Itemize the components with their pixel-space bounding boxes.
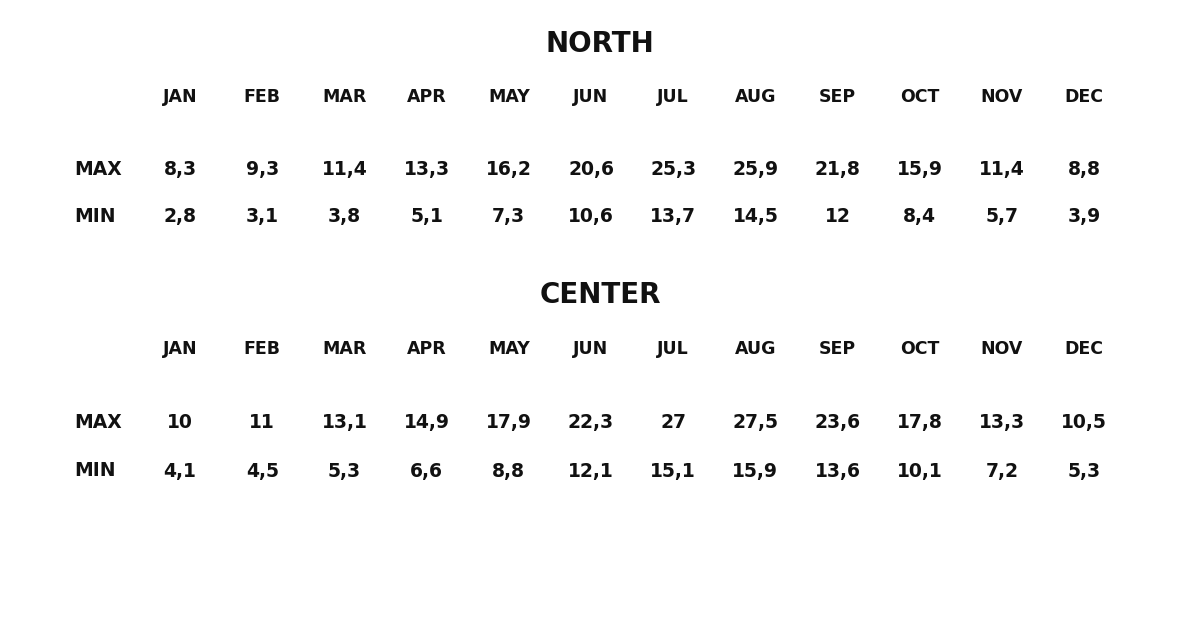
Text: 13,3: 13,3 <box>403 160 450 179</box>
Text: FEB: FEB <box>244 340 281 357</box>
Text: MAX: MAX <box>74 413 122 432</box>
Text: 27: 27 <box>660 413 686 432</box>
Text: OCT: OCT <box>900 340 940 357</box>
Text: 20,6: 20,6 <box>568 160 614 179</box>
Text: 8,8: 8,8 <box>1068 160 1100 179</box>
Text: DEC: DEC <box>1064 340 1104 357</box>
Text: 5,3: 5,3 <box>328 462 361 480</box>
Text: 7,3: 7,3 <box>492 207 526 226</box>
Text: JAN: JAN <box>163 340 197 357</box>
Text: OCT: OCT <box>900 89 940 106</box>
Text: 13,1: 13,1 <box>322 413 367 432</box>
Text: APR: APR <box>407 340 446 357</box>
Text: 15,1: 15,1 <box>650 462 696 480</box>
Text: MAY: MAY <box>488 340 529 357</box>
Text: 8,3: 8,3 <box>163 160 197 179</box>
Text: JUN: JUN <box>574 340 608 357</box>
Text: NOV: NOV <box>980 340 1024 357</box>
Text: 15,9: 15,9 <box>896 160 943 179</box>
Text: MIN: MIN <box>74 207 116 226</box>
Text: 6,6: 6,6 <box>410 462 443 480</box>
Text: 8,8: 8,8 <box>492 462 526 480</box>
Text: MAR: MAR <box>323 340 366 357</box>
Text: 13,6: 13,6 <box>815 462 860 480</box>
Text: 10,1: 10,1 <box>896 462 943 480</box>
Text: MAX: MAX <box>74 160 122 179</box>
Text: JAN: JAN <box>163 89 197 106</box>
Text: SEP: SEP <box>820 340 856 357</box>
Text: 5,3: 5,3 <box>1068 462 1100 480</box>
Text: 12,1: 12,1 <box>568 462 614 480</box>
Text: 11: 11 <box>250 413 275 432</box>
Text: JUN: JUN <box>574 89 608 106</box>
Text: 3,8: 3,8 <box>328 207 361 226</box>
Text: 15,9: 15,9 <box>732 462 779 480</box>
Text: 5,7: 5,7 <box>985 207 1019 226</box>
Text: 13,7: 13,7 <box>650 207 696 226</box>
Text: MAR: MAR <box>323 89 366 106</box>
Text: MIN: MIN <box>74 462 116 480</box>
Text: 5,1: 5,1 <box>410 207 443 226</box>
Text: 14,9: 14,9 <box>403 413 450 432</box>
Text: 14,5: 14,5 <box>732 207 779 226</box>
Text: 17,8: 17,8 <box>896 413 943 432</box>
Text: 22,3: 22,3 <box>568 413 614 432</box>
Text: DEC: DEC <box>1064 89 1104 106</box>
Text: 10,5: 10,5 <box>1061 413 1108 432</box>
Text: 11,4: 11,4 <box>979 160 1025 179</box>
Text: 2,8: 2,8 <box>163 207 197 226</box>
Text: 3,1: 3,1 <box>246 207 278 226</box>
Text: 7,2: 7,2 <box>985 462 1019 480</box>
Text: 16,2: 16,2 <box>486 160 532 179</box>
Text: 3,9: 3,9 <box>1068 207 1100 226</box>
Text: JUL: JUL <box>658 340 689 357</box>
Text: SEP: SEP <box>820 89 856 106</box>
Text: 25,3: 25,3 <box>650 160 696 179</box>
Text: 23,6: 23,6 <box>815 413 860 432</box>
Text: JUL: JUL <box>658 89 689 106</box>
Text: 25,9: 25,9 <box>732 160 779 179</box>
Text: 12: 12 <box>824 207 851 226</box>
Text: AUG: AUG <box>734 89 776 106</box>
Text: NORTH: NORTH <box>546 30 654 58</box>
Text: 27,5: 27,5 <box>732 413 779 432</box>
Text: 17,9: 17,9 <box>486 413 532 432</box>
Text: APR: APR <box>407 89 446 106</box>
Text: 9,3: 9,3 <box>246 160 278 179</box>
Text: NOV: NOV <box>980 89 1024 106</box>
Text: 4,1: 4,1 <box>163 462 197 480</box>
Text: 4,5: 4,5 <box>246 462 278 480</box>
Text: CENTER: CENTER <box>539 281 661 309</box>
Text: 21,8: 21,8 <box>815 160 860 179</box>
Text: 8,4: 8,4 <box>904 207 936 226</box>
Text: FEB: FEB <box>244 89 281 106</box>
Text: AUG: AUG <box>734 340 776 357</box>
Text: 11,4: 11,4 <box>322 160 367 179</box>
Text: MAY: MAY <box>488 89 529 106</box>
Text: 10: 10 <box>167 413 193 432</box>
Text: 13,3: 13,3 <box>979 413 1025 432</box>
Text: 10,6: 10,6 <box>568 207 614 226</box>
